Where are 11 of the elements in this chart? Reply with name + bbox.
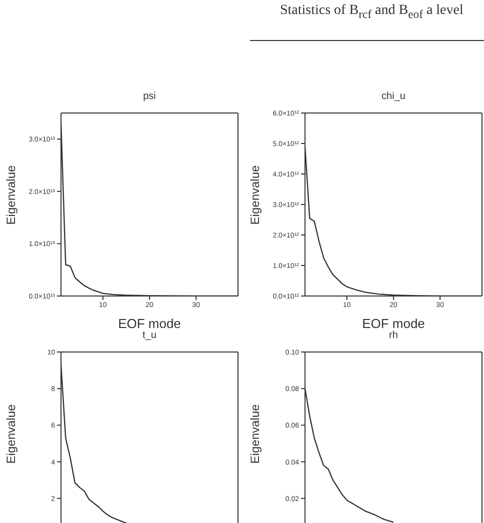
text: Statistics of B$_{rcf}$ and B$_{eof}$ a level	[280, 2, 464, 23]
x-axis-title: EOF mode	[117, 316, 182, 331]
chart-title: psi	[142, 91, 157, 102]
y-axis-title: Eigenvalue	[248, 164, 262, 224]
chart-title: chi_u	[380, 91, 406, 102]
y-axis-title: Eigenvalue	[4, 404, 18, 464]
chart-title: t_u	[142, 330, 158, 341]
x-axis-title: EOF mode	[361, 316, 426, 331]
y-axis-title: Eigenvalue	[4, 164, 18, 224]
y-axis-title: Eigenvalue	[248, 404, 262, 464]
chart-title: rh	[388, 330, 399, 341]
